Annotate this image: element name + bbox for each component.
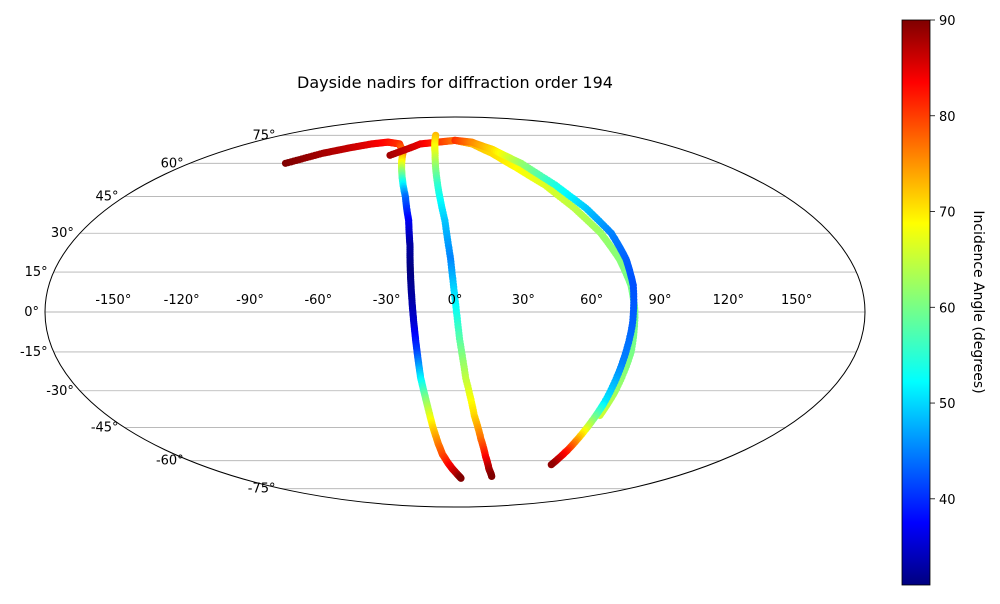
chart-title: Dayside nadirs for diffraction order 194 [297, 73, 613, 92]
lat-tick-label: 15° [25, 265, 48, 280]
colorbar-tick-label: 60 [939, 301, 956, 316]
lat-tick-label: -15° [20, 345, 48, 360]
colorbar-tick-label: 80 [939, 110, 956, 125]
nadir-point [457, 474, 465, 482]
lon-tick-label: -60° [304, 293, 332, 308]
lon-tick-label: -90° [236, 293, 264, 308]
lat-tick-label: -75° [248, 482, 276, 497]
lat-tick-label: 30° [51, 226, 74, 241]
colorbar-tick-label: 70 [939, 206, 956, 221]
scatter-points [281, 131, 639, 482]
colorbar-label: Incidence Angle (degrees) [970, 210, 986, 393]
latitude-tick-labels: 75° 60° 45° 30° 15° 0° -15° -30° -45° -60° -75° [20, 128, 276, 496]
lon-tick-label: 30° [512, 293, 535, 308]
colorbar [901, 19, 931, 586]
colorbar-tick-label: 90 [939, 14, 956, 29]
lat-tick-label: -30° [46, 384, 74, 399]
colorbar-ticks: 40 50 60 70 80 90 [930, 14, 956, 508]
lon-tick-label: 90° [648, 293, 671, 308]
lat-tick-label: 45° [96, 190, 119, 205]
lat-tick-label: 0° [24, 305, 39, 320]
lon-tick-label: 60° [580, 293, 603, 308]
lon-tick-label: -150° [95, 293, 131, 308]
lat-tick-label: -45° [91, 420, 119, 435]
colorbar-tick-label: 40 [939, 493, 956, 508]
lat-tick-label: 60° [161, 156, 184, 171]
longitude-tick-labels: -150° -120° -90° -60° -30° 0° 30° 60° 90° 120° 150… [95, 293, 812, 308]
nadir-point [488, 472, 496, 480]
colorbar-tick-label: 50 [939, 397, 956, 412]
lat-tick-label: -60° [156, 454, 184, 469]
lon-tick-label: -120° [164, 293, 200, 308]
lon-tick-label: 0° [448, 293, 463, 308]
nadir-point [547, 461, 555, 469]
lat-tick-label: 75° [252, 128, 275, 143]
lon-tick-label: -30° [373, 293, 401, 308]
map-boundary [44, 116, 866, 508]
lon-tick-label: 150° [781, 293, 812, 308]
lon-tick-label: 120° [713, 293, 744, 308]
